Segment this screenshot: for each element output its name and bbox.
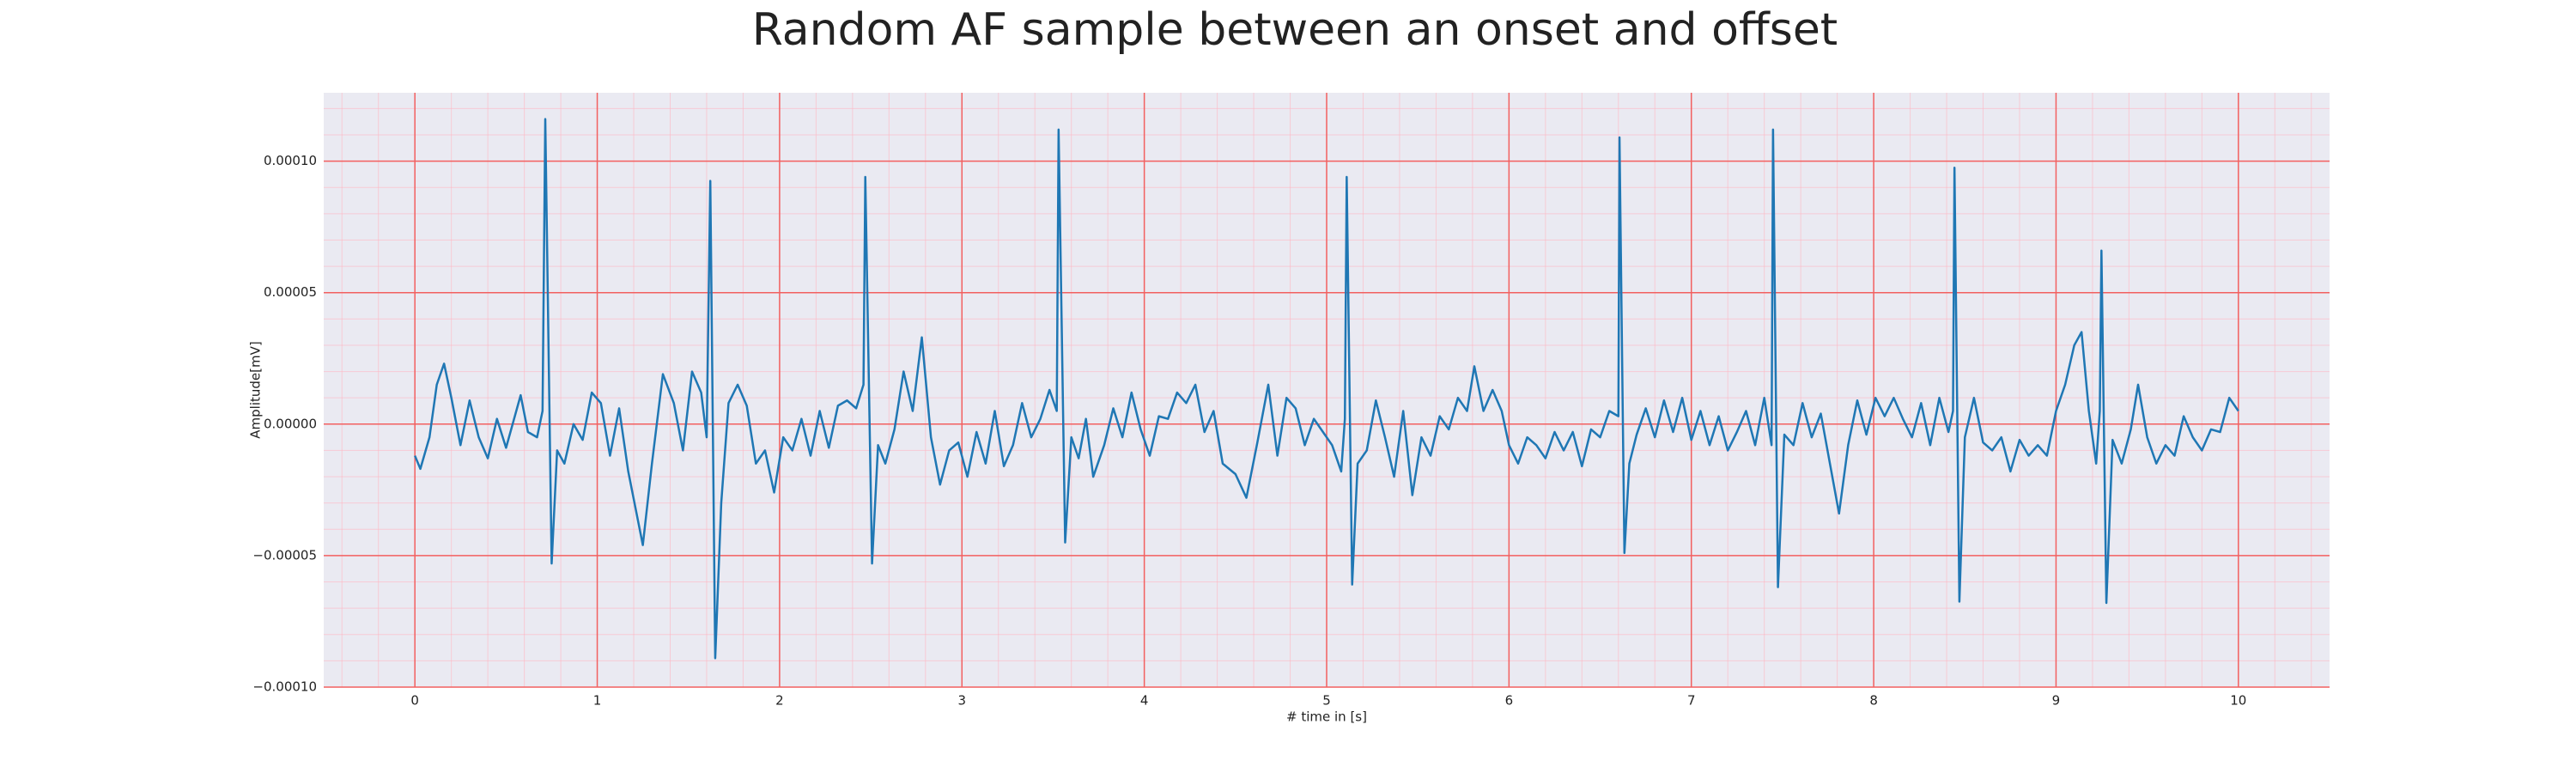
x-tick-label: 9 xyxy=(2052,693,2061,709)
x-tick-label: 5 xyxy=(1322,693,1331,709)
y-tick-label: 0.00000 xyxy=(264,416,317,431)
x-tick-label: 0 xyxy=(410,693,419,709)
x-tick-label: 7 xyxy=(1687,693,1696,709)
chart-title: Random AF sample between an onset and of… xyxy=(752,4,1838,56)
x-tick-label: 6 xyxy=(1505,693,1514,709)
x-tick-label: 3 xyxy=(957,693,966,709)
x-tick-label: 8 xyxy=(1869,693,1878,709)
signal-line xyxy=(414,118,2239,660)
x-axis-label: # time in [s] xyxy=(1286,709,1367,725)
x-tick-label: 1 xyxy=(593,693,602,709)
x-tick-label: 10 xyxy=(2230,693,2246,709)
y-axis-label: Amplitude[mV] xyxy=(248,341,264,438)
x-tick-label: 2 xyxy=(775,693,784,709)
y-tick-label: 0.00005 xyxy=(264,284,317,300)
y-tick-label: −0.00005 xyxy=(252,547,317,563)
y-tick-label: 0.00010 xyxy=(264,153,317,168)
x-tick-label: 4 xyxy=(1140,693,1149,709)
y-tick-label: −0.00010 xyxy=(252,679,317,695)
